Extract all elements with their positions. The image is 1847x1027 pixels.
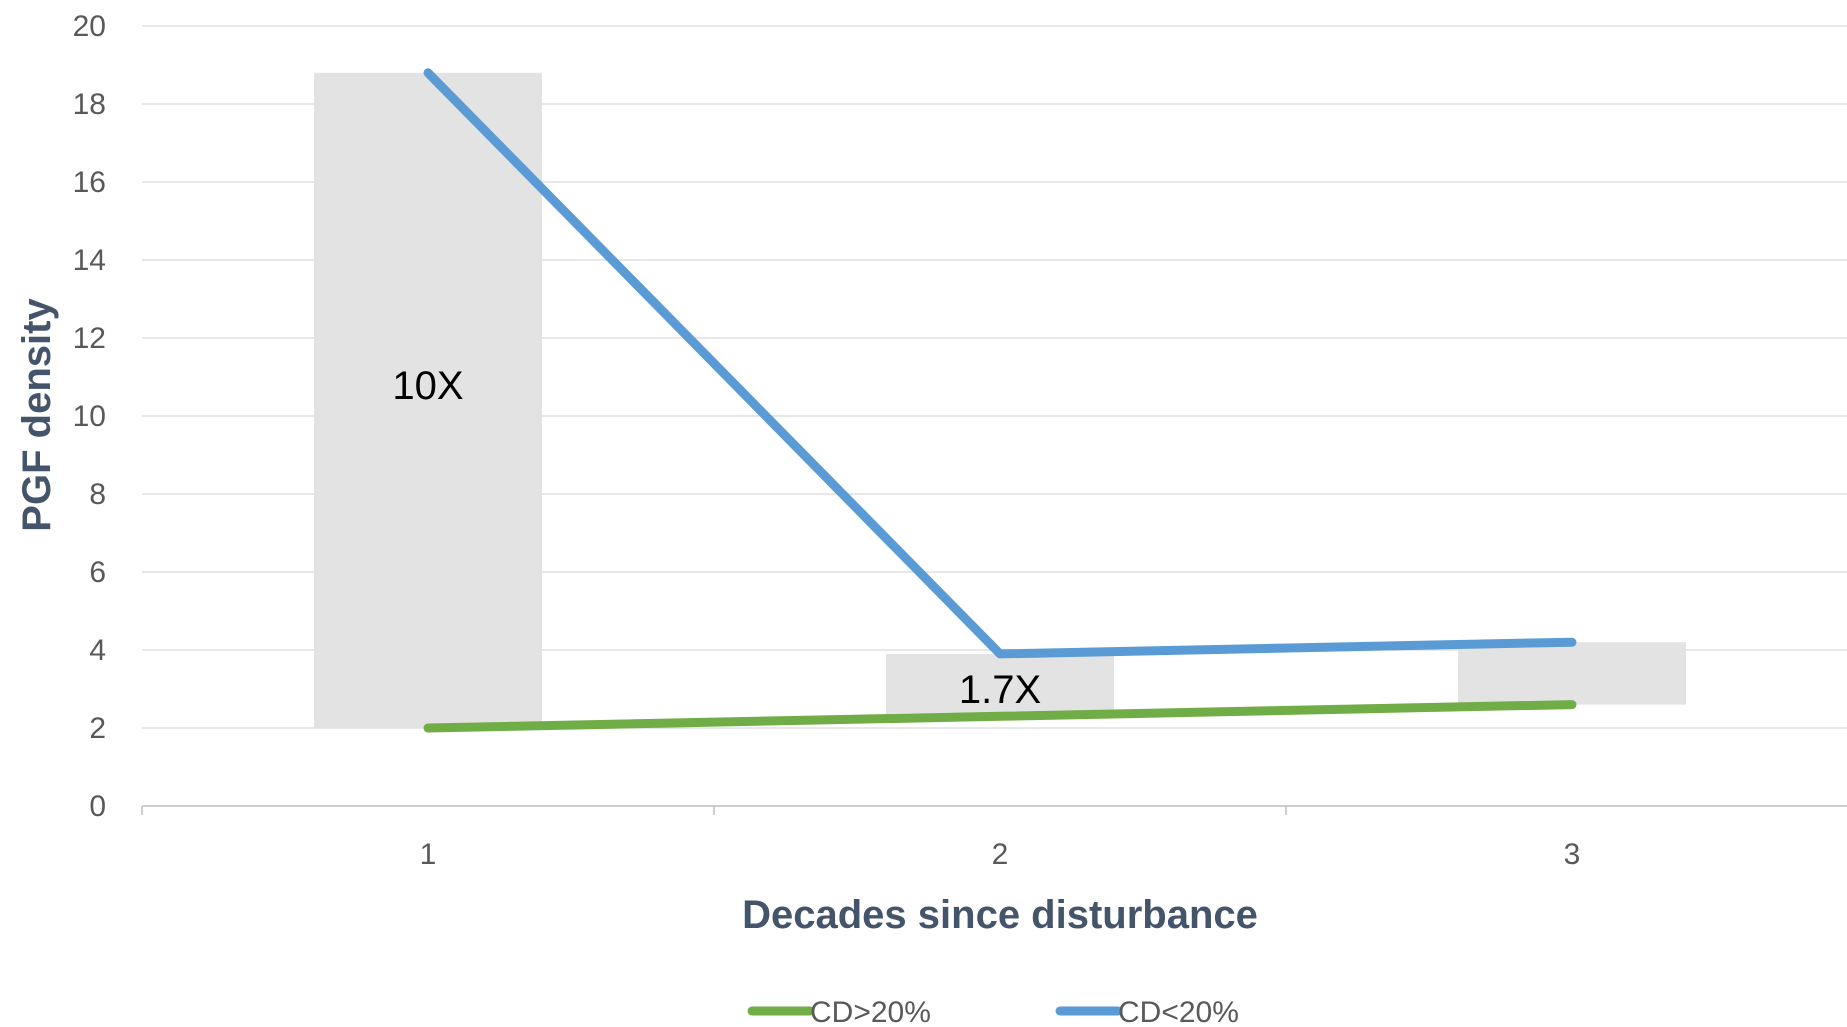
y-tick-label-16: 16 — [73, 166, 106, 199]
x-axis-title: Decades since disturbance — [742, 893, 1258, 937]
range-bar-3 — [1458, 642, 1686, 705]
x-tick-label-1: 1 — [420, 838, 437, 871]
y-tick-label-20: 20 — [73, 10, 106, 43]
y-tick-label-0: 0 — [89, 790, 106, 823]
x-tick-label-3: 3 — [1564, 838, 1581, 871]
range-bar-2 — [886, 653, 1114, 717]
y-tick-label-18: 18 — [73, 88, 106, 121]
y-tick-label-14: 14 — [73, 244, 106, 277]
legend-label-cd-under-20: CD<20% — [1118, 996, 1239, 1027]
x-tick-labels: 1 2 3 — [420, 838, 1581, 871]
series-lines — [423, 68, 1577, 733]
range-bars — [314, 72, 1686, 729]
y-tick-label-12: 12 — [73, 322, 106, 355]
y-axis-title: PGF density — [15, 298, 59, 532]
y-tick-labels: 0 2 4 6 8 10 12 14 16 18 20 — [73, 10, 106, 823]
y-tick-label-2: 2 — [89, 712, 106, 745]
series-line-cd-under-20 — [423, 68, 1577, 659]
y-tick-label-10: 10 — [73, 400, 106, 433]
annotation-1: 10X — [392, 364, 463, 408]
annotations: 10X 1.7X — [392, 364, 1041, 712]
y-tick-label-8: 8 — [89, 478, 106, 511]
range-bar-1 — [314, 72, 542, 729]
x-tick-label-2: 2 — [992, 838, 1009, 871]
y-tick-label-6: 6 — [89, 556, 106, 589]
y-tick-label-4: 4 — [89, 634, 106, 667]
annotation-2: 1.7X — [959, 668, 1041, 712]
axes — [141, 805, 1847, 815]
legend-label-cd-over-20: CD>20% — [810, 996, 931, 1027]
legend: CD>20% CD<20% — [747, 996, 1239, 1027]
